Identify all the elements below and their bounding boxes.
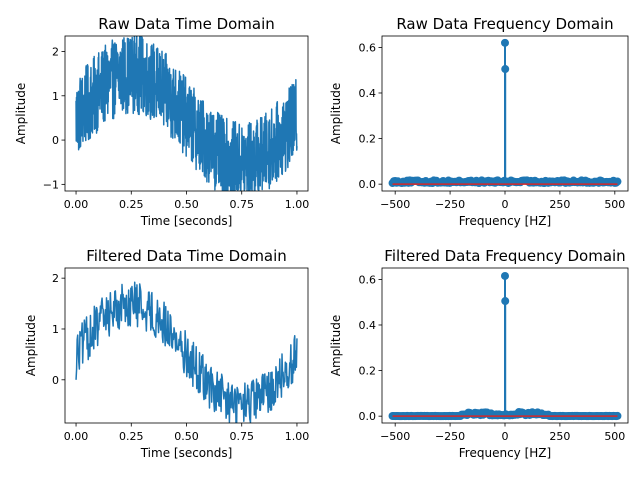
y-tick-label: 0	[52, 374, 59, 387]
chart-title: Raw Data Frequency Domain	[396, 15, 613, 33]
y-axis-label: Amplitude	[329, 83, 343, 145]
peak-marker	[501, 271, 509, 280]
subplot-filtered-freq	[378, 267, 629, 427]
plot-area	[388, 271, 622, 421]
y-tick-label: 1	[52, 90, 59, 103]
x-tick-label: −250	[435, 198, 465, 211]
plot-area	[388, 38, 622, 188]
y-tick-label: 0.2	[359, 133, 377, 146]
x-tick-label: 0.50	[174, 430, 199, 443]
x-tick-label: −500	[380, 198, 410, 211]
plot-area	[75, 36, 298, 191]
x-tick-label: 0	[502, 198, 509, 211]
chart-title: Filtered Data Frequency Domain	[384, 247, 625, 265]
x-tick-label: 0.25	[119, 430, 144, 443]
y-axis-label: Amplitude	[24, 315, 38, 377]
x-tick-label: 0.50	[174, 198, 199, 211]
y-tick-label: 0	[52, 134, 59, 147]
data-line	[75, 36, 298, 191]
x-tick-label: 0.00	[64, 198, 89, 211]
y-tick-label: 0.0	[359, 410, 377, 423]
peak-marker	[501, 65, 510, 74]
subplot-raw-time	[61, 35, 309, 195]
y-tick-label: 0.4	[359, 319, 377, 332]
x-tick-label: 0	[502, 430, 509, 443]
y-tick-label: 0.6	[359, 41, 377, 54]
peak-marker	[501, 297, 510, 306]
x-tick-label: 500	[604, 430, 625, 443]
subplot-filtered-time	[61, 267, 309, 427]
subplot-raw-freq	[378, 35, 629, 195]
x-tick-label: 1.00	[285, 430, 310, 443]
x-tick-label: 250	[549, 198, 570, 211]
x-axis-label: Frequency [HZ]	[459, 214, 551, 228]
x-axis-label: Frequency [HZ]	[459, 446, 551, 460]
x-tick-label: 0.00	[64, 430, 89, 443]
y-tick-label: 2	[52, 46, 59, 59]
x-tick-label: −500	[380, 430, 410, 443]
peak-marker	[501, 38, 509, 47]
chart-title: Filtered Data Time Domain	[86, 247, 287, 265]
y-axis-label: Amplitude	[14, 83, 28, 145]
x-tick-label: 0.25	[119, 198, 144, 211]
y-tick-label: 2	[52, 272, 59, 285]
y-tick-label: 0.6	[359, 273, 377, 286]
y-tick-label: 0.4	[359, 87, 377, 100]
x-tick-label: 1.00	[285, 198, 310, 211]
x-axis-label: Time [seconds]	[140, 446, 233, 460]
x-tick-label: 0.75	[229, 430, 254, 443]
chart-title: Raw Data Time Domain	[98, 15, 275, 33]
y-tick-label: 0.0	[359, 178, 377, 191]
x-tick-label: −250	[435, 430, 465, 443]
data-line	[75, 281, 298, 423]
x-tick-label: 250	[549, 430, 570, 443]
y-axis-label: Amplitude	[329, 315, 343, 377]
x-axis-label: Time [seconds]	[140, 214, 233, 228]
x-tick-label: 500	[604, 198, 625, 211]
y-tick-label: 0.2	[359, 365, 377, 378]
y-tick-label: 1	[52, 323, 59, 336]
x-tick-label: 0.75	[229, 198, 254, 211]
y-tick-label: −1	[43, 178, 59, 191]
plot-area	[75, 281, 298, 423]
